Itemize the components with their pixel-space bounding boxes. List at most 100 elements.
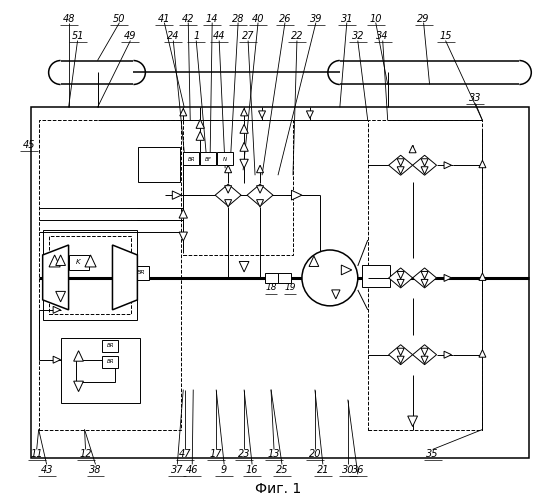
Polygon shape	[224, 186, 232, 193]
Polygon shape	[53, 306, 61, 314]
Text: 47: 47	[179, 450, 192, 460]
Text: BR: BR	[188, 157, 195, 162]
Text: 9: 9	[221, 466, 227, 475]
Polygon shape	[331, 290, 340, 299]
Text: 40: 40	[252, 14, 265, 24]
Bar	[278, 273, 291, 283]
Polygon shape	[257, 165, 263, 172]
Text: 10: 10	[369, 14, 382, 24]
Text: 13: 13	[268, 450, 280, 460]
Text: 11: 11	[31, 450, 43, 460]
Text: 45: 45	[22, 140, 35, 150]
Polygon shape	[53, 356, 61, 363]
Polygon shape	[413, 344, 437, 364]
Polygon shape	[479, 160, 486, 168]
Polygon shape	[421, 356, 428, 364]
Text: 25: 25	[276, 466, 288, 475]
Text: 14: 14	[206, 14, 218, 24]
Text: BR: BR	[137, 270, 146, 276]
Text: 33: 33	[469, 94, 482, 104]
Polygon shape	[56, 292, 66, 302]
Text: 44: 44	[213, 30, 226, 40]
Bar	[43, 230, 138, 320]
Bar	[361, 265, 390, 287]
Polygon shape	[291, 190, 302, 200]
Text: 1: 1	[193, 30, 199, 40]
Text: 24: 24	[167, 30, 179, 40]
Polygon shape	[397, 159, 404, 166]
Polygon shape	[43, 245, 69, 310]
Bar	[69, 255, 89, 270]
Polygon shape	[240, 160, 248, 168]
Text: 42: 42	[182, 14, 194, 24]
Bar	[183, 120, 293, 255]
Text: 18: 18	[265, 284, 277, 292]
Polygon shape	[241, 108, 247, 116]
Bar	[31, 108, 529, 459]
Polygon shape	[215, 184, 241, 206]
Circle shape	[302, 250, 358, 306]
Polygon shape	[179, 209, 188, 218]
Text: 31: 31	[340, 14, 353, 24]
Bar	[265, 273, 278, 283]
Polygon shape	[409, 146, 416, 153]
Text: 34: 34	[377, 30, 389, 40]
Bar	[102, 356, 119, 368]
Polygon shape	[421, 166, 428, 174]
Bar	[134, 266, 149, 280]
Text: 12: 12	[79, 450, 92, 460]
Text: 15: 15	[439, 30, 452, 40]
Polygon shape	[196, 120, 204, 128]
Polygon shape	[257, 186, 263, 193]
Bar	[48, 236, 131, 314]
Polygon shape	[397, 280, 404, 287]
Polygon shape	[240, 142, 248, 152]
Text: 50: 50	[113, 14, 126, 24]
Polygon shape	[341, 265, 352, 275]
Text: 30: 30	[341, 466, 354, 475]
Bar	[217, 152, 233, 165]
Polygon shape	[180, 108, 187, 116]
Text: BR: BR	[106, 343, 114, 348]
Text: 20: 20	[309, 450, 321, 460]
Polygon shape	[74, 350, 84, 361]
Polygon shape	[413, 268, 437, 288]
Text: 38: 38	[89, 466, 102, 475]
Text: BR: BR	[106, 359, 114, 364]
Bar	[38, 120, 181, 430]
Text: 48: 48	[62, 14, 75, 24]
Text: 28: 28	[232, 14, 245, 24]
Text: Фиг. 1: Фиг. 1	[255, 482, 301, 496]
Polygon shape	[389, 268, 413, 288]
Bar	[61, 338, 140, 402]
Polygon shape	[240, 124, 248, 134]
Text: 17: 17	[210, 450, 222, 460]
Text: 21: 21	[316, 466, 329, 475]
Polygon shape	[389, 344, 413, 364]
Text: BF: BF	[205, 157, 212, 162]
Bar	[183, 152, 199, 165]
Bar	[76, 360, 115, 382]
Polygon shape	[479, 350, 486, 357]
Text: 29: 29	[417, 14, 430, 24]
Text: 32: 32	[351, 30, 364, 40]
Polygon shape	[397, 166, 404, 174]
Text: 19: 19	[284, 284, 296, 292]
Text: 35: 35	[426, 450, 439, 460]
Text: N: N	[223, 157, 227, 162]
Polygon shape	[421, 272, 428, 279]
Polygon shape	[85, 255, 96, 267]
Polygon shape	[239, 262, 249, 272]
Polygon shape	[56, 255, 66, 266]
Polygon shape	[172, 191, 181, 200]
Text: 49: 49	[124, 30, 136, 40]
Polygon shape	[397, 272, 404, 279]
Text: 39: 39	[310, 14, 322, 24]
Text: 16: 16	[246, 466, 258, 475]
Text: 23: 23	[238, 450, 250, 460]
Polygon shape	[113, 245, 138, 310]
Polygon shape	[421, 159, 428, 166]
Polygon shape	[224, 200, 232, 207]
Polygon shape	[309, 256, 319, 266]
Polygon shape	[421, 348, 428, 356]
